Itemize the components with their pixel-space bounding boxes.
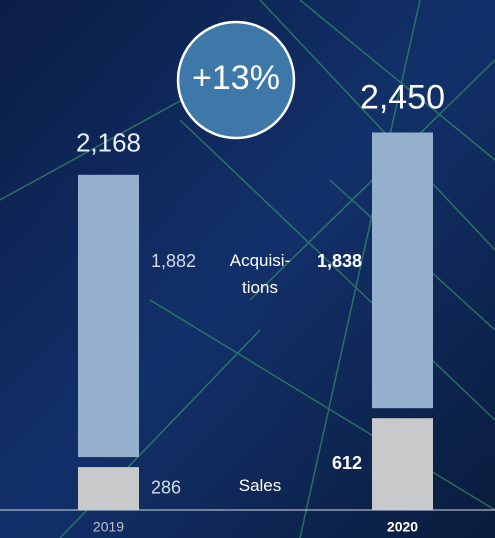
value-label: 1,882	[151, 251, 196, 271]
bar-segment	[78, 467, 139, 510]
series-label: Sales	[239, 476, 282, 495]
x-tick-label: 2020	[387, 519, 418, 535]
total-label: 2,168	[76, 128, 141, 158]
value-label: 612	[332, 453, 362, 473]
series-label: Acquisi-tions	[230, 251, 290, 297]
total-label: 2,450	[360, 78, 445, 116]
bar-segment	[372, 132, 433, 409]
value-label: 286	[151, 477, 181, 497]
bar-segment	[372, 418, 433, 510]
value-label: 1,838	[317, 251, 362, 271]
change-label: +13%	[192, 59, 280, 97]
change-badge	[176, 20, 296, 140]
x-tick-label: 2019	[93, 519, 124, 535]
bar-segment	[78, 174, 139, 458]
